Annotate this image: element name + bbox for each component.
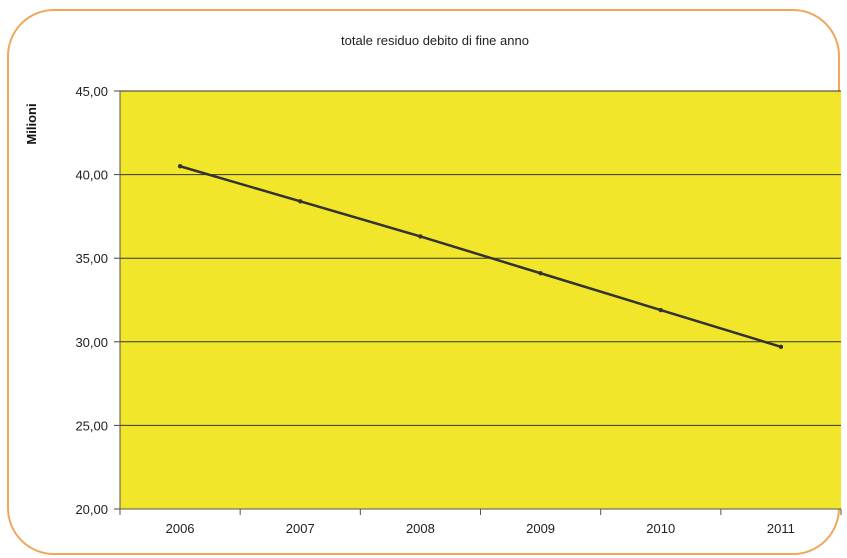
y-tick-label: 40,00: [75, 168, 108, 183]
x-tick-label: 2009: [526, 521, 555, 536]
data-point: [298, 199, 303, 204]
data-point: [418, 234, 423, 239]
series: [177, 164, 784, 350]
y-tick-labels: 20,00 25,00 30,00 35,00 40,00 45,00: [75, 84, 108, 517]
y-tick-label: 30,00: [75, 335, 108, 350]
x-tick-label: 2011: [767, 521, 795, 536]
x-tick-label: 2010: [646, 521, 675, 536]
data-point: [177, 164, 183, 169]
y-tick-label: 20,00: [75, 502, 108, 517]
y-axis-label: Milioni: [24, 103, 39, 144]
chart-title: totale residuo debito di fine anno: [341, 33, 529, 48]
data-point: [538, 271, 543, 276]
x-tick-label: 2007: [286, 521, 315, 536]
y-tick-label: 35,00: [75, 251, 108, 266]
series-line: [179, 165, 782, 349]
data-point: [658, 307, 663, 313]
plot-area: [120, 91, 841, 509]
x-tick-label: 2008: [406, 521, 435, 536]
y-tick-label: 45,00: [75, 84, 108, 99]
gridlines: [114, 90, 841, 510]
x-tick-labels: 2006 2007 2008 2009 2010 2011: [166, 521, 795, 536]
axes: [119, 91, 842, 515]
data-point: [778, 344, 784, 350]
y-tick-label: 25,00: [75, 418, 108, 433]
x-tick-label: 2006: [166, 521, 195, 536]
